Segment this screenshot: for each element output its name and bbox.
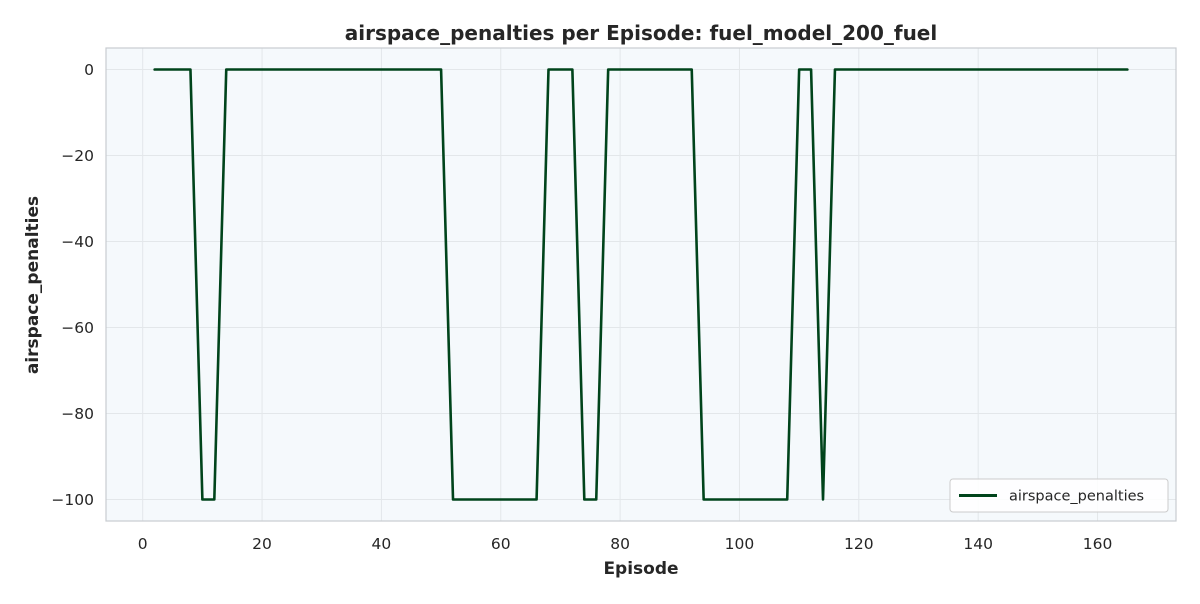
plot-frame [105,47,1177,522]
y-tick-label: −80 [61,405,94,423]
chart-title: airspace_penalties per Episode: fuel_mod… [345,21,937,45]
series-line-airspace-penalties [153,68,1129,501]
legend: airspace_penalties [949,478,1169,513]
y-axis-label: airspace_penalties [23,196,43,374]
legend-label: airspace_penalties [1009,489,1144,505]
y-tick-labels: 0 −20 −40 −60 −80 −100 [51,61,94,509]
y-tick-label: −20 [61,147,94,165]
y-tick-label: −40 [61,233,94,251]
x-tick-label: 40 [372,535,392,553]
legend-box [949,478,1169,513]
x-axis-label: Episode [603,559,678,579]
x-tick-label: 20 [252,535,272,553]
x-tick-label: 100 [725,535,755,553]
y-tick-label: 0 [84,61,94,79]
y-tick-label: −60 [61,319,94,337]
x-tick-label: 60 [491,535,511,553]
x-tick-label: 80 [610,535,630,553]
x-tick-labels: 0 20 40 60 80 100 120 140 160 [138,535,1113,553]
x-tick-label: 160 [1083,535,1113,553]
x-tick-label: 140 [963,535,993,553]
x-tick-label: 120 [844,535,874,553]
x-tick-label: 0 [138,535,148,553]
y-tick-label: −100 [51,491,94,509]
plot-area [106,48,1176,521]
series-layer [153,68,1129,501]
